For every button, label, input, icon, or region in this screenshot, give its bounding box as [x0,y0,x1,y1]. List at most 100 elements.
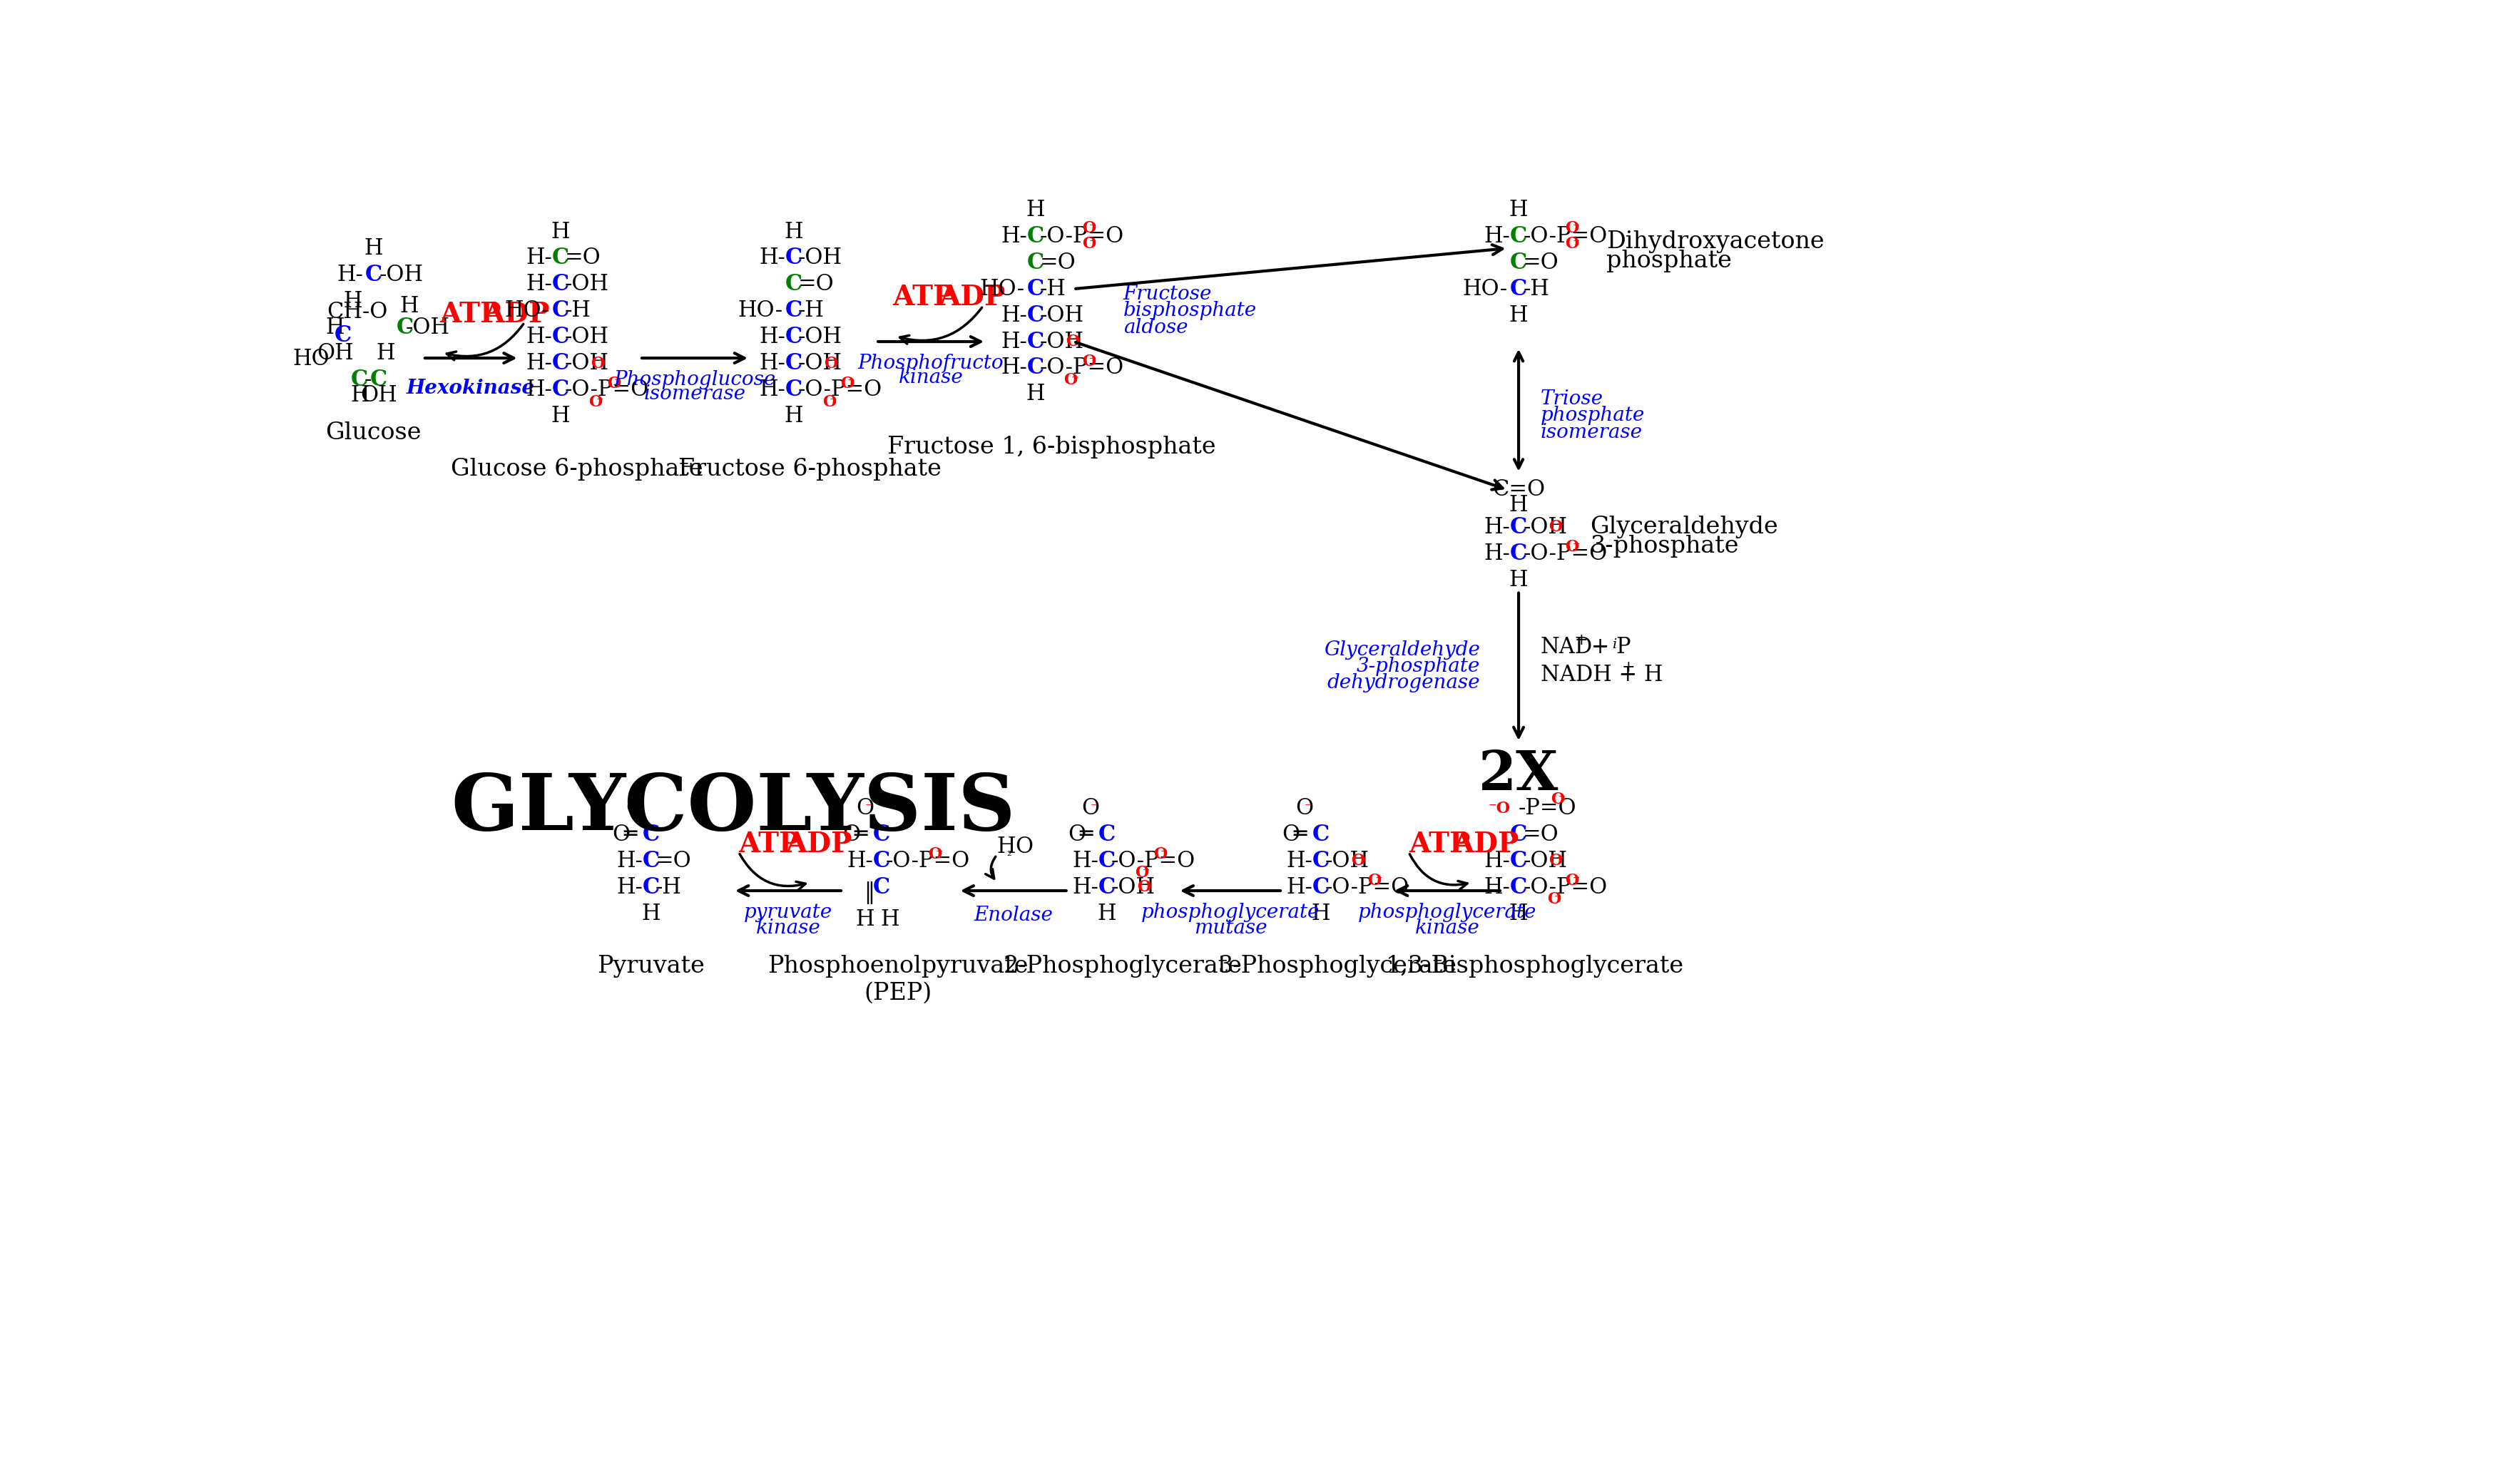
Text: Hexokinase: Hexokinase [406,379,534,398]
Text: Glucose: Glucose [325,422,421,444]
Text: kinase: kinase [1414,918,1479,937]
Text: Enolase: Enolase [973,907,1053,926]
Text: H: H [1026,383,1046,405]
Text: H-: H- [1484,542,1509,565]
Text: H-: H- [1484,850,1509,873]
Text: H-: H- [1484,226,1509,248]
Text: ═: ═ [854,824,867,846]
Text: C: C [1509,277,1527,299]
Text: H-: H- [1285,850,1313,873]
Text: =O: =O [1041,252,1076,274]
Text: O: O [1565,236,1580,252]
Text: C: C [1026,304,1043,326]
Text: H-: H- [759,326,786,348]
Text: C: C [1313,824,1331,846]
Text: ⁻: ⁻ [1305,802,1313,815]
Text: C: C [552,299,570,321]
Text: C: C [1026,226,1043,248]
Text: C: C [552,352,570,374]
Text: phosphate: phosphate [1605,249,1731,273]
Text: C: C [872,824,890,846]
Text: 2X: 2X [1479,749,1560,802]
Text: ⁻: ⁻ [595,395,602,408]
Text: H: H [784,221,804,243]
Text: H-: H- [1484,516,1509,538]
Text: H-: H- [527,379,552,401]
Text: Dihydroxyacetone: Dihydroxyacetone [1605,230,1824,254]
Text: C: C [370,368,388,391]
Text: ⁻: ⁻ [864,802,872,815]
Text: O: O [1550,519,1562,535]
Text: H: H [401,295,418,317]
Text: phosphoglycerate: phosphoglycerate [1142,904,1320,923]
Text: Fructose: Fructose [1124,284,1212,304]
Text: CH-O: CH-O [328,301,388,323]
Text: 1,3-Bisphosphoglycerate: 1,3-Bisphosphoglycerate [1386,955,1683,977]
Text: H-: H- [1000,226,1028,248]
Text: isomerase: isomerase [1540,423,1643,442]
Text: -OH: -OH [799,248,842,270]
Text: H-: H- [847,850,874,873]
Text: -OH: -OH [799,352,842,374]
Text: H-: H- [338,264,363,286]
Text: NAD: NAD [1540,637,1593,659]
Text: ⁻: ⁻ [1572,223,1580,234]
Text: C: C [786,274,801,296]
Text: O: O [857,797,874,820]
Text: C: C [786,299,801,321]
Text: -O-P=O: -O-P=O [799,379,882,401]
Text: O: O [1283,824,1300,846]
Text: O: O [824,355,837,371]
Text: C: C [1509,226,1527,248]
Text: O: O [1565,221,1580,236]
Text: ⁻: ⁻ [1376,874,1381,887]
Text: O: O [590,355,605,371]
Text: ⁻: ⁻ [1074,335,1081,348]
Text: Phosphoglucose: Phosphoglucose [615,370,776,389]
Text: C: C [786,248,801,270]
Text: -O-P=O: -O-P=O [887,850,970,873]
Text: -O-P=O: -O-P=O [1522,877,1608,899]
Text: H: H [1096,902,1116,924]
Text: H-: H- [1285,877,1313,899]
Text: =O: =O [1522,252,1560,274]
Text: H: H [879,908,900,930]
Text: -H: -H [1041,277,1066,299]
Text: Glyceraldehyde: Glyceraldehyde [1590,516,1779,538]
Text: ⁻: ⁻ [1089,223,1096,234]
Text: O: O [1565,539,1580,554]
Text: -O-P=O: -O-P=O [564,379,650,401]
Text: ═: ═ [1293,824,1305,846]
Text: Glyceraldehyde: Glyceraldehyde [1323,641,1479,660]
Text: C: C [1026,277,1043,299]
Text: OH: OH [318,342,353,364]
Text: C: C [350,368,368,391]
Text: O: O [1295,797,1313,820]
Text: O: O [1351,853,1366,868]
Text: i: i [1613,638,1615,652]
Text: ⁻: ⁻ [847,377,854,389]
Text: H-: H- [1071,850,1099,873]
Text: C: C [552,248,570,270]
Text: C=O: C=O [1492,479,1545,501]
Text: ⁻: ⁻ [1572,237,1580,251]
Text: -OH: -OH [1522,516,1567,538]
Text: O: O [612,824,630,846]
Text: -OH: -OH [406,317,449,339]
Text: H-: H- [527,352,552,374]
Text: H-: H- [1000,304,1028,326]
Text: -OH: -OH [564,274,610,296]
Text: ⁻: ⁻ [1572,541,1580,553]
Text: Phosphofructo: Phosphofructo [857,354,1003,373]
Text: O: O [1016,836,1033,858]
Text: O: O [1081,354,1096,368]
Text: O: O [1368,873,1381,889]
Text: -OH: -OH [378,264,423,286]
Text: O: O [1066,333,1079,349]
Text: HO-: HO- [738,299,784,321]
Text: -O-P=O: -O-P=O [1326,877,1409,899]
Text: H-: H- [617,877,643,899]
FancyArrowPatch shape [446,324,524,360]
Text: +: + [1575,632,1588,649]
Text: C: C [1099,850,1116,873]
